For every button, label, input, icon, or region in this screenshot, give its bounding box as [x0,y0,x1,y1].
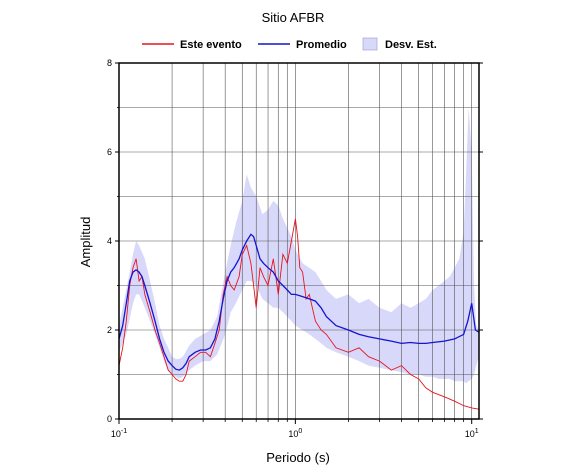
series-line-este-evento [118,218,480,410]
std-dev-band [119,107,479,384]
plot-area: 0 2 4 6 8 10-1 100 101 [107,58,483,439]
y-tick-label: 2 [107,325,112,335]
legend-swatch-2 [362,37,378,51]
x-tick-label: 101 [465,428,479,439]
x-axis-label: Periodo (s) [266,450,330,465]
series-line-promedio [118,233,480,371]
chart-title: Sitio AFBR [262,10,325,25]
legend-label-2: Desv. Est. [385,39,437,51]
x-tick-label: 10-1 [111,428,127,439]
y-tick-label: 8 [107,58,112,68]
x-tick-label: 100 [288,428,302,439]
y-tick-label: 4 [107,236,112,246]
legend: Este evento Promedio Desv. Est. [142,37,437,51]
legend-label-1: Promedio [296,39,347,51]
y-tick-label: 0 [107,414,112,424]
y-tick-label: 6 [107,147,112,157]
y-axis-label: Amplitud [78,217,93,268]
legend-label-0: Este evento [180,39,242,51]
